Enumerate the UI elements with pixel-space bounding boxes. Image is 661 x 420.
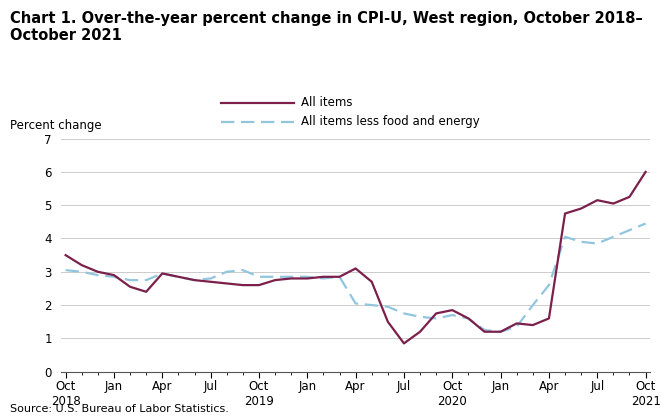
Text: All items less food and energy: All items less food and energy	[301, 116, 479, 128]
Text: Source: U.S. Bureau of Labor Statistics.: Source: U.S. Bureau of Labor Statistics.	[10, 404, 229, 414]
Text: All items: All items	[301, 97, 352, 109]
Text: Chart 1. Over-the-year percent change in CPI-U, West region, October 2018–
Octob: Chart 1. Over-the-year percent change in…	[10, 10, 642, 44]
Text: Percent change: Percent change	[10, 119, 102, 132]
